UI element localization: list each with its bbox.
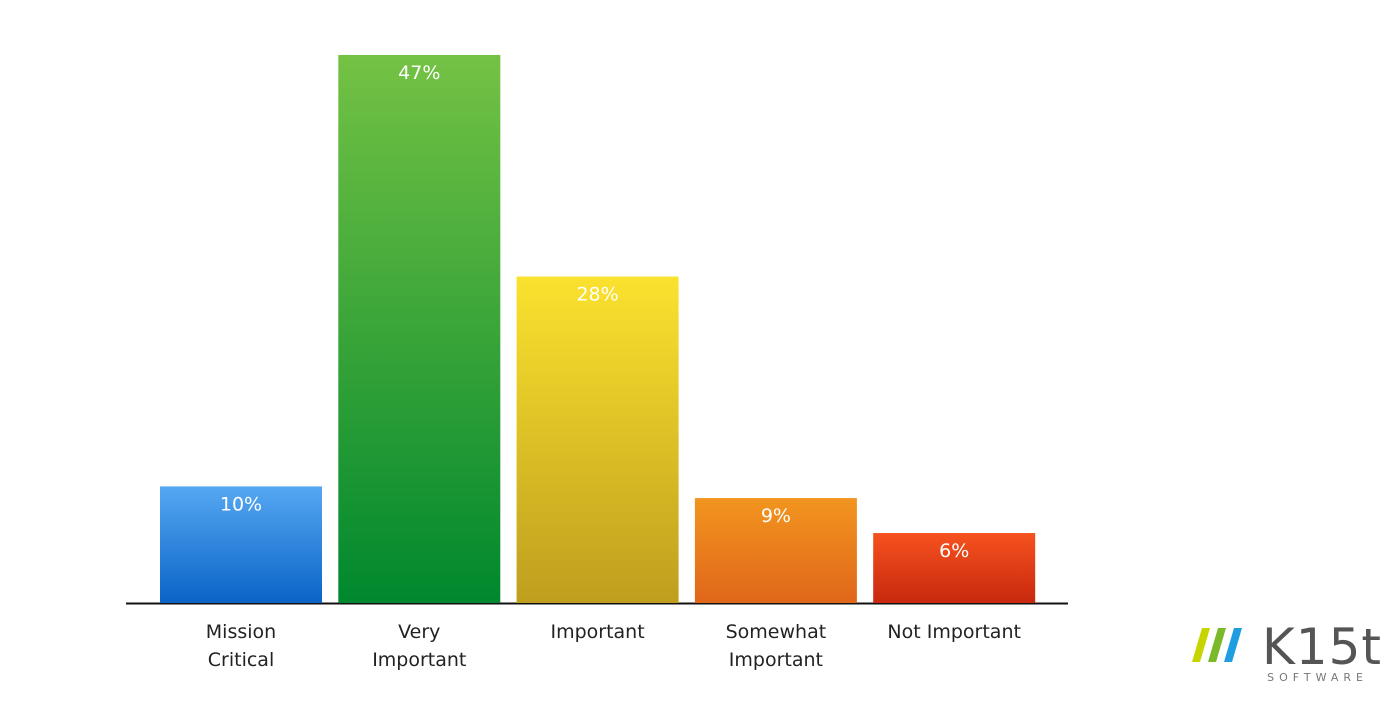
logo-tagline: SOFTWARE: [1267, 671, 1368, 684]
x-tick-label: Somewhat Important: [725, 621, 827, 671]
x-tick-label: Mission Critical: [205, 621, 277, 671]
bar: [516, 276, 679, 603]
x-tick-label: Important: [550, 621, 645, 643]
value-label: 10%: [220, 493, 262, 515]
bar: [160, 486, 322, 603]
bar: [873, 533, 1036, 603]
value-label: 9%: [761, 505, 791, 527]
logo-mark: [1192, 628, 1242, 662]
bar: [338, 54, 501, 604]
bar: [694, 498, 857, 603]
logo-name: K15t: [1262, 618, 1383, 676]
x-tick-label: Not Important: [887, 621, 1021, 643]
value-label: 28%: [576, 284, 618, 306]
value-label: 6%: [939, 540, 969, 562]
x-tick-label: Very Important: [372, 621, 467, 671]
value-label: 47%: [398, 62, 440, 84]
